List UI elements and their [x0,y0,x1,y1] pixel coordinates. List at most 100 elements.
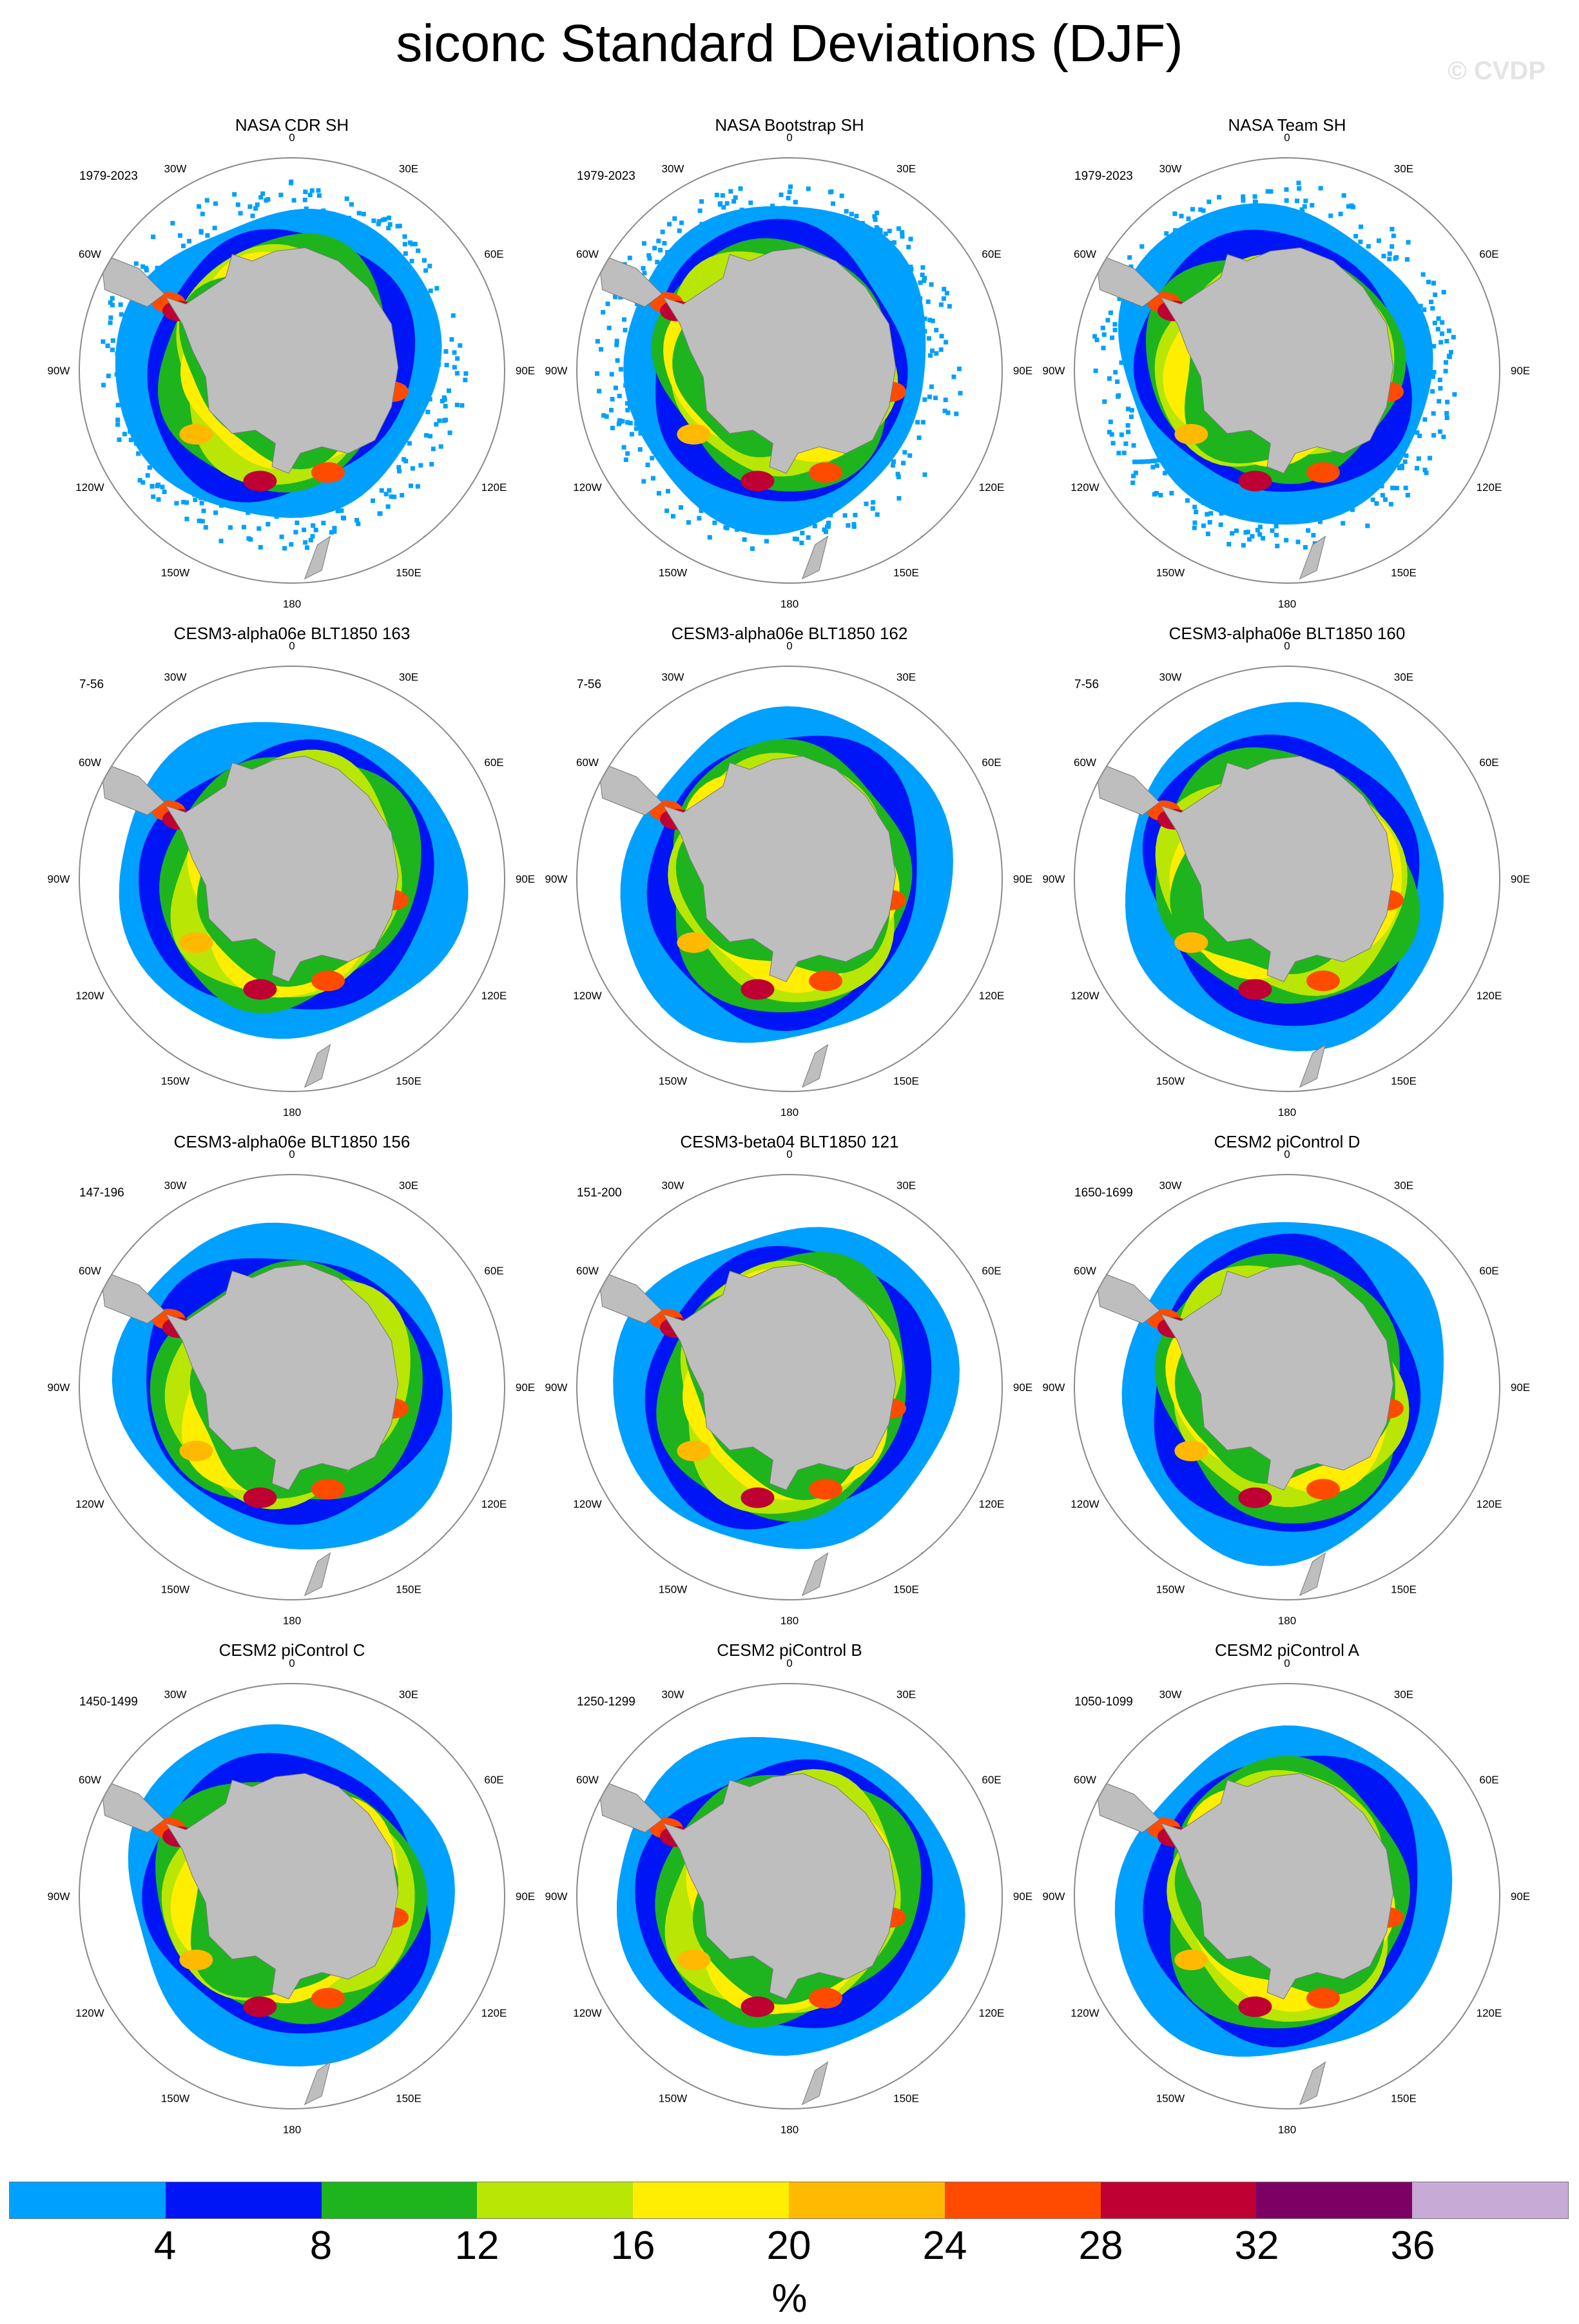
longitude-label: 150W [659,1584,687,1596]
longitude-label: 0 [289,131,295,144]
ice-speckle [1329,503,1334,508]
ice-speckle [732,517,737,522]
ice-speckle [1110,441,1116,446]
ice-speckle [906,274,911,280]
ice-speckle [1127,255,1132,260]
antarctica-landmass [165,1263,399,1491]
ice-speckle [1198,207,1203,212]
ice-speckle [646,253,652,258]
ice-speckle [650,475,655,481]
ice-speckle [204,497,209,502]
ice-speckle [126,399,131,403]
longitude-label: 0 [1284,1148,1290,1160]
longitude-label: 90W [48,1890,70,1903]
ice-speckle [463,378,468,383]
ice-speckle [157,458,161,463]
ice-speckle [1126,429,1130,434]
ice-speckle [1318,519,1322,524]
colorbar-segment [10,2182,166,2218]
ice-speckle [1284,187,1289,192]
colorbar-segment [321,2182,478,2218]
ice-speckle [615,358,620,363]
ice-speckle [409,483,413,488]
ice-speckle [1173,228,1177,233]
ice-speckle [1127,325,1132,331]
ice-speckle [665,260,670,265]
ice-speckle [222,502,227,507]
ice-speckle [1152,492,1157,497]
longitude-label: 30E [896,671,916,684]
ice-speckle [155,265,160,271]
ice-speckle [1234,528,1239,533]
ice-speckle [875,227,880,232]
map-panel: NASA Team SH 1979-2023 0 30E 60E 90E 120E 150E 1… [1043,115,1531,610]
ice-speckle [1358,239,1363,244]
longitude-label: 90E [1013,1890,1032,1903]
ice-speckle [397,224,402,229]
ice-speckle [440,399,445,403]
ice-speckle [204,198,209,203]
ice-speckle [673,255,678,260]
ice-speckle [361,211,366,216]
ice-std-hotspot [179,1441,213,1461]
ice-speckle [625,451,630,456]
panel-title: NASA Bootstrap SH [715,115,864,135]
ice-speckle [1119,432,1124,437]
ice-speckle [289,180,293,186]
ice-speckle [1101,345,1106,351]
ice-speckle [731,199,737,204]
ice-speckle [133,261,139,266]
longitude-label: 120W [573,481,601,494]
australia-landmass [1418,1035,1441,1059]
ice-speckle [1125,423,1130,428]
longitude-label: 120E [1477,990,1502,1002]
ice-speckle [861,226,866,231]
ice-speckle [167,265,171,270]
ice-speckle [1441,289,1446,294]
ice-speckle [920,316,925,321]
ice-speckle [902,450,907,455]
ice-speckle [293,530,298,535]
ice-speckle [1381,253,1386,258]
ice-speckle [181,244,186,249]
ice-speckle [423,294,428,300]
ice-speckle [1121,317,1126,322]
ice-speckle [377,511,382,516]
ice-speckle [303,189,308,195]
ice-speckle [1444,360,1448,365]
antarctica-landmass [1160,1772,1394,2000]
ice-speckle [438,444,443,449]
ice-speckle [1438,429,1443,434]
ice-speckle [137,477,142,483]
colorbar-segment [1412,2182,1568,2218]
longitude-label: 60E [982,1265,1001,1277]
longitude-label: 150E [1391,1584,1417,1596]
ice-speckle [595,339,600,344]
ice-speckle [625,401,630,406]
ice-speckle [1121,304,1127,309]
ice-speckle [922,278,927,283]
ice-speckle [329,213,334,218]
ice-speckle [382,216,387,222]
ice-speckle [634,426,639,431]
ice-speckle [358,233,363,238]
ice-std-hotspot [179,932,213,953]
ice-speckle [110,303,115,307]
ice-speckle [629,432,634,437]
longitude-label: 120E [979,1498,1005,1510]
panel-title: CESM2 piControl A [1215,1640,1360,1660]
australia-landmass [920,2053,944,2076]
ice-speckle [1415,466,1419,471]
ice-speckle [454,403,460,407]
panel-period: 7-56 [79,678,104,691]
panel-title: CESM3-alpha06e BLT1850 163 [174,624,411,643]
ice-speckle [1270,528,1275,533]
ice-speckle [774,527,779,532]
panel-title: CESM3-beta04 BLT1850 121 [680,1132,898,1151]
ice-speckle [428,434,432,439]
ice-speckle [140,480,146,485]
ice-speckle [720,193,725,198]
ice-speckle [131,340,137,345]
ice-speckle [779,192,784,197]
longitude-label: 120W [1070,990,1099,1002]
